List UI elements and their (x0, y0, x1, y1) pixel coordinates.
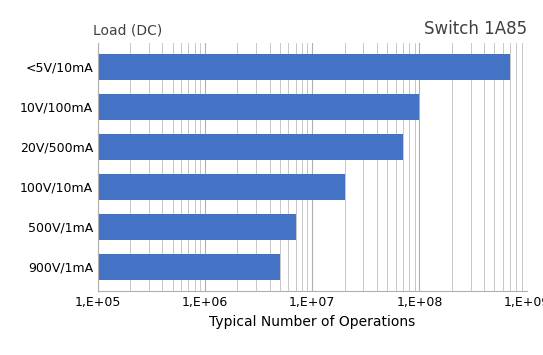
Bar (0, 214, 295, 240)
Text: Switch 1A85: Switch 1A85 (424, 20, 527, 38)
X-axis label: Typical Number of Operations: Typical Number of Operations (209, 315, 415, 328)
Bar (0, 254, 280, 280)
Bar (0, 174, 344, 200)
Bar (0, 134, 403, 160)
Text: Load (DC): Load (DC) (93, 24, 163, 38)
Bar (0, 54, 510, 80)
Bar (0, 94, 419, 120)
